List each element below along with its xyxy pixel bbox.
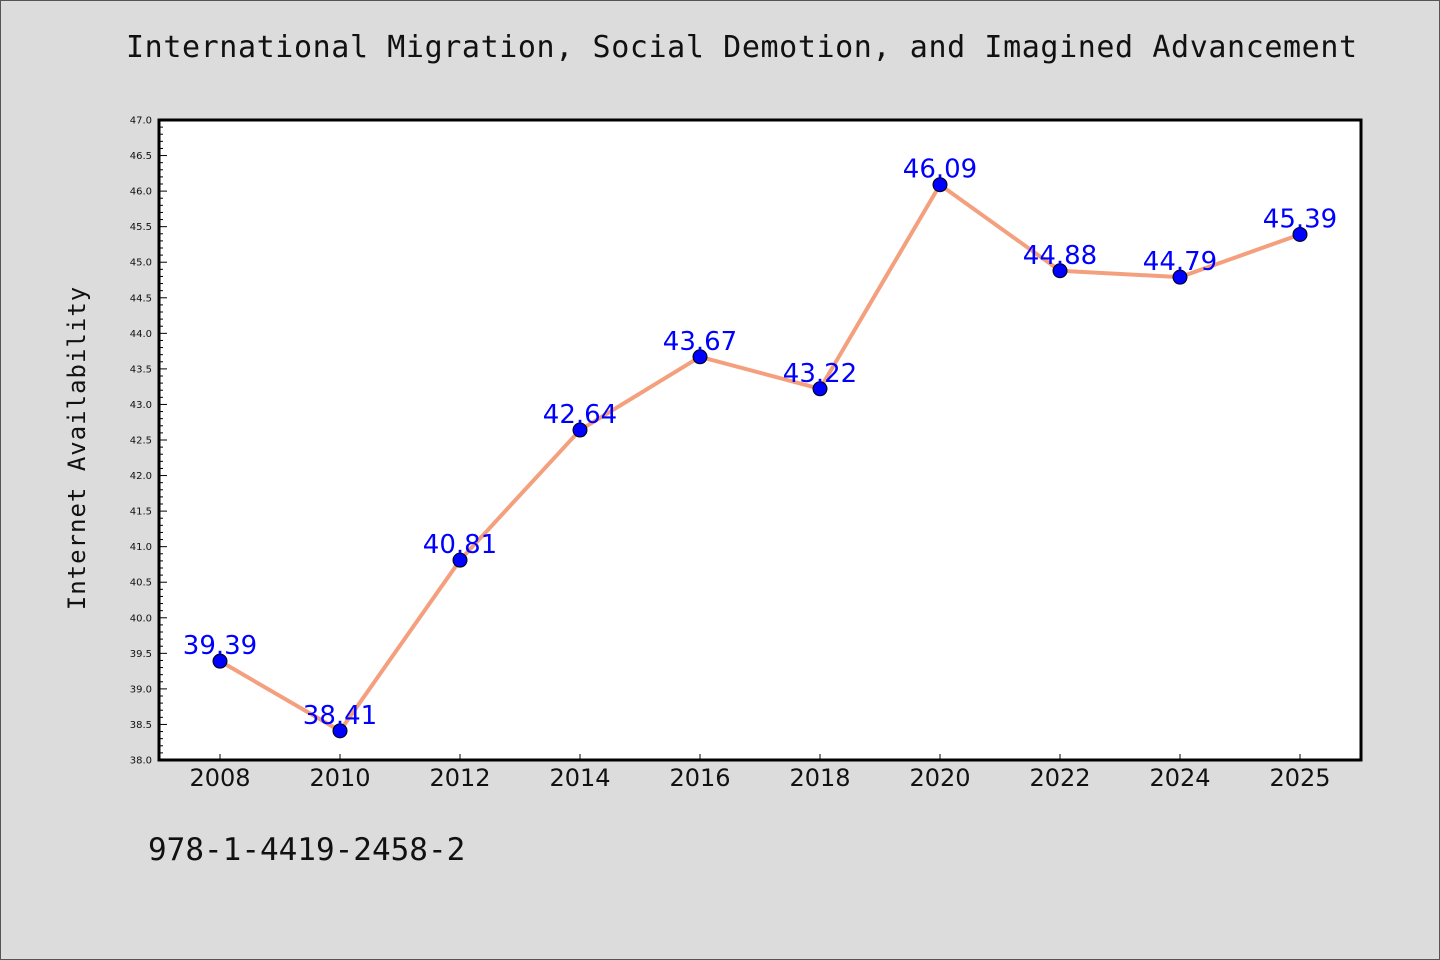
y-tick-label: 45.5 xyxy=(130,222,152,233)
x-tick-label: 2025 xyxy=(1269,764,1330,792)
data-point-marker xyxy=(1052,263,1068,279)
x-tick-label: 2020 xyxy=(909,764,970,792)
data-point-marker xyxy=(1172,269,1188,285)
y-tick-label: 42.0 xyxy=(130,471,152,482)
footer-isbn-text: 978-1-4419-2458-2 xyxy=(148,832,466,868)
plot-frame xyxy=(157,118,1363,762)
data-point-marker xyxy=(212,653,228,669)
data-label: 45.39 xyxy=(1263,204,1337,234)
y-tick-label: 45.0 xyxy=(130,258,152,269)
y-tick-label: 46.0 xyxy=(130,187,152,198)
x-tick-label: 2016 xyxy=(669,764,730,792)
y-tick-label: 43.5 xyxy=(130,364,152,375)
y-tick-label: 44.0 xyxy=(130,329,152,340)
data-point-marker xyxy=(812,381,828,397)
data-point-marker xyxy=(332,723,348,739)
y-tick-label: 38.0 xyxy=(130,756,152,767)
y-tick-label: 41.5 xyxy=(130,507,152,518)
data-label: 43.22 xyxy=(783,359,857,389)
x-tick-label: 2010 xyxy=(309,764,370,792)
data-label: 44.79 xyxy=(1143,247,1217,277)
plot-area xyxy=(159,120,1361,760)
data-label: 43.67 xyxy=(663,327,737,357)
data-label: 40.81 xyxy=(423,530,497,560)
data-label: 46.09 xyxy=(903,155,977,185)
x-tick-label: 2008 xyxy=(189,764,250,792)
y-tick-label: 39.5 xyxy=(130,649,152,660)
data-point-marker xyxy=(452,552,468,568)
y-tick-label: 46.5 xyxy=(130,151,152,162)
y-tick-label: 42.5 xyxy=(130,436,152,447)
y-tick-label: 39.0 xyxy=(130,684,152,695)
y-tick-label: 38.5 xyxy=(130,720,152,731)
data-label: 42.64 xyxy=(543,400,617,430)
data-label: 39.39 xyxy=(183,631,257,661)
data-point-marker xyxy=(1292,226,1308,242)
y-tick-label: 44.5 xyxy=(130,293,152,304)
y-tick-label: 40.0 xyxy=(130,613,152,624)
data-point-marker xyxy=(932,177,948,193)
y-tick-label: 41.0 xyxy=(130,542,152,553)
y-tick-label: 47.0 xyxy=(130,116,152,127)
data-point-marker xyxy=(572,422,588,438)
chart-title: International Migration, Social Demotion… xyxy=(126,30,1358,65)
data-label: 44.88 xyxy=(1023,241,1097,271)
series-line xyxy=(218,182,1302,733)
y-tick-label: 43.0 xyxy=(130,400,152,411)
data-label: 38.41 xyxy=(303,701,377,731)
x-tick-label: 2012 xyxy=(429,764,490,792)
data-point-marker xyxy=(692,349,708,365)
x-tick-label: 2018 xyxy=(789,764,850,792)
y-tick-label: 40.5 xyxy=(130,578,152,589)
x-tick-label: 2022 xyxy=(1029,764,1090,792)
x-tick-label: 2024 xyxy=(1149,764,1210,792)
x-tick-label: 2014 xyxy=(549,764,610,792)
